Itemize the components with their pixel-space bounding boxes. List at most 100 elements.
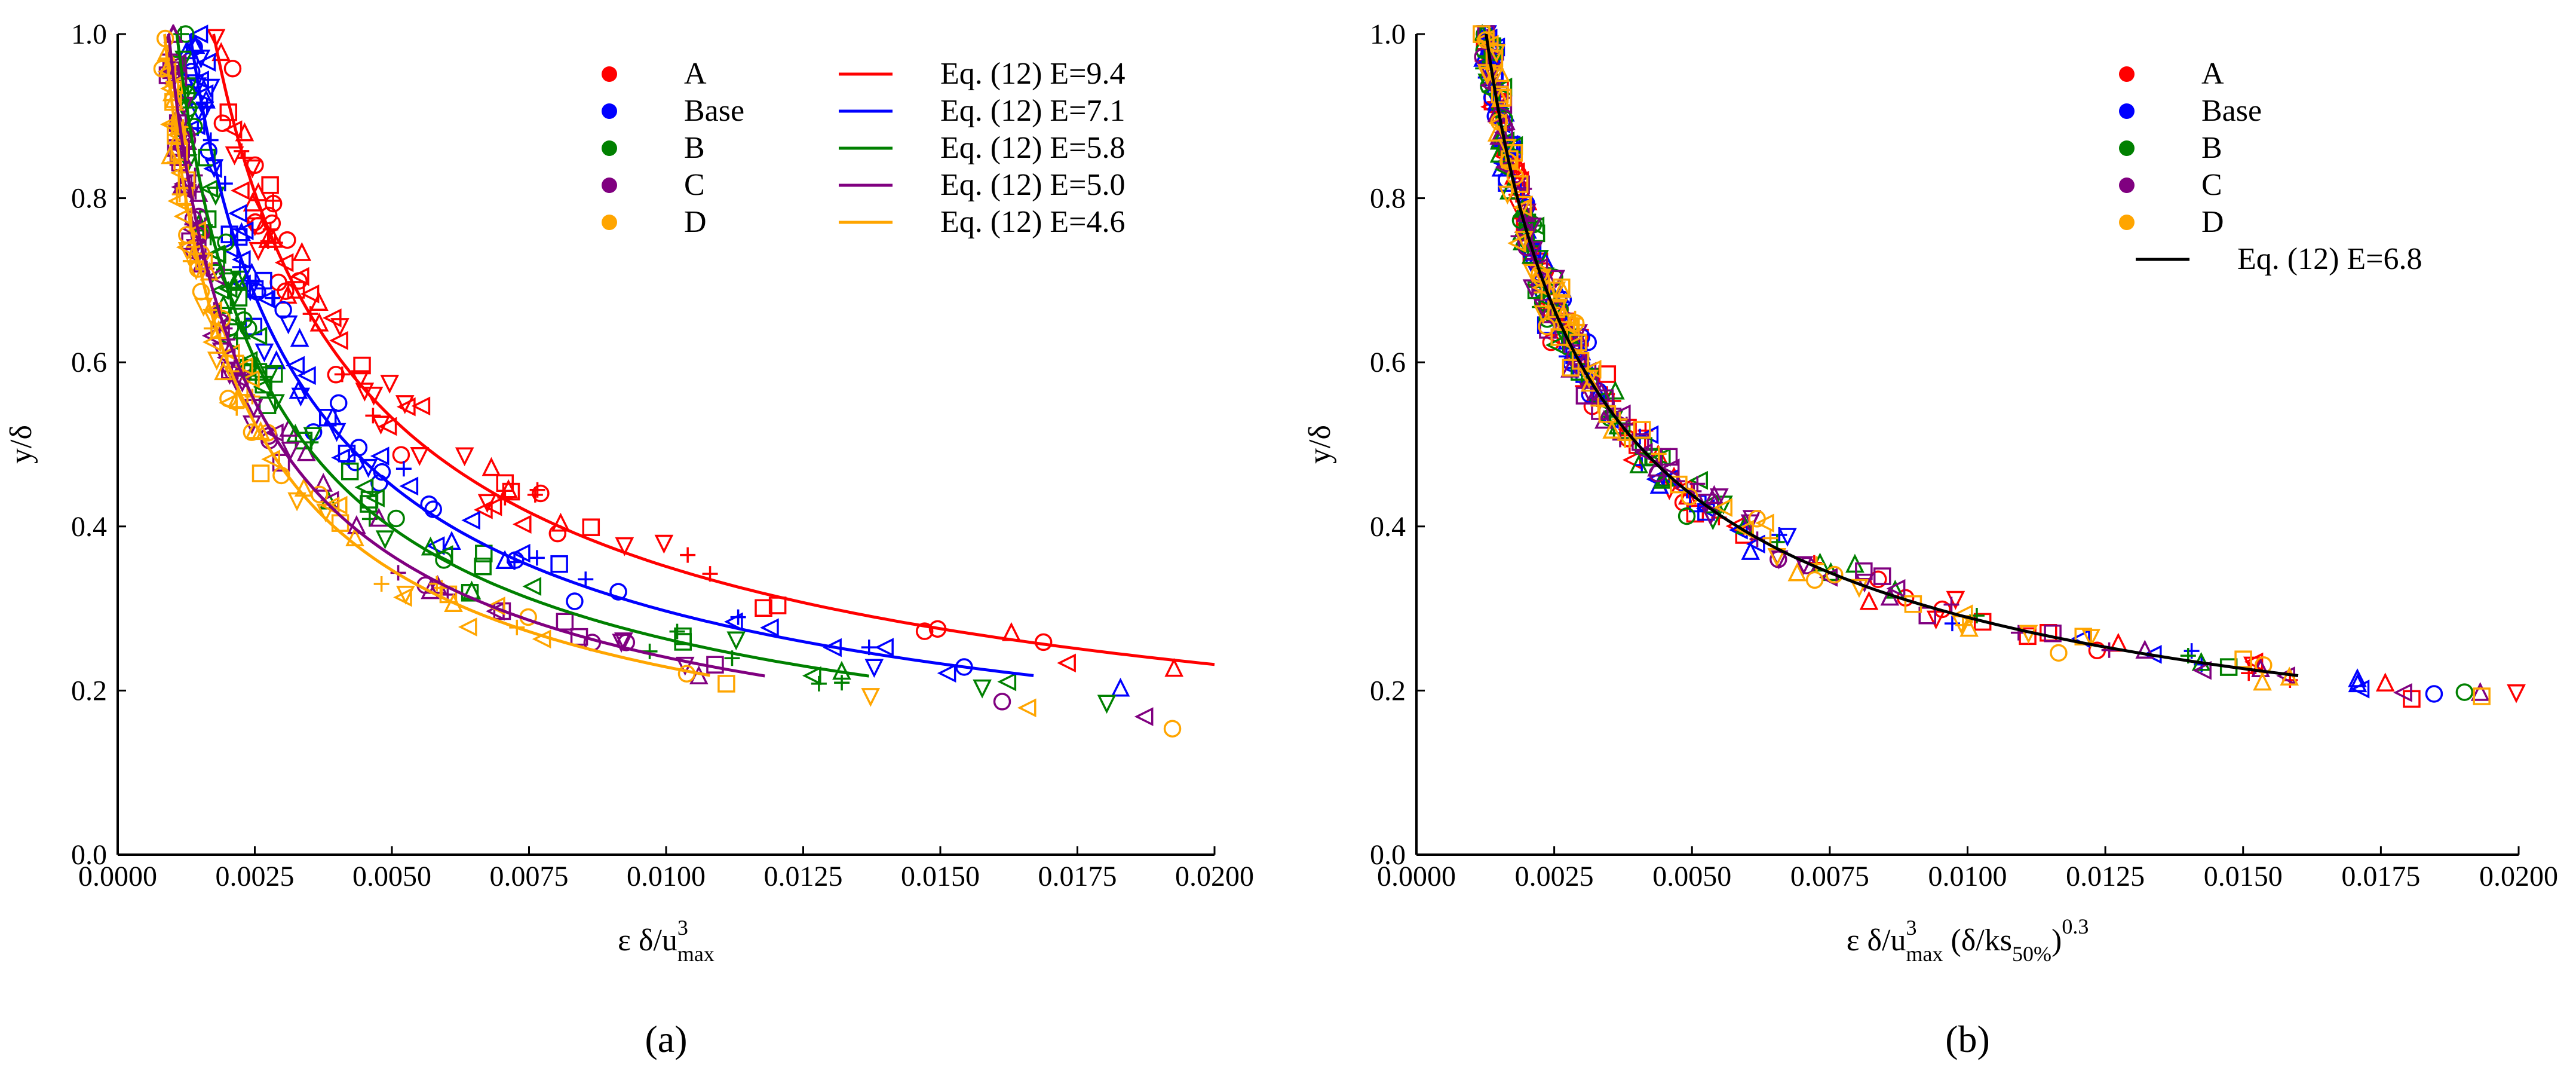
data-point (434, 545, 453, 564)
data-point (256, 289, 276, 309)
data-point (370, 446, 390, 466)
data-point (861, 688, 881, 707)
data-point (2081, 629, 2100, 648)
data-point (252, 464, 270, 482)
data-point (2348, 668, 2367, 687)
data-point (281, 442, 300, 461)
data-point (1513, 198, 1532, 217)
data-point (223, 59, 242, 78)
data-point (1660, 448, 1678, 466)
data-point (194, 84, 214, 103)
x-tick-label: 0.0025 (216, 861, 295, 892)
data-point (206, 29, 226, 48)
data-point (261, 176, 279, 194)
data-point (1762, 530, 1778, 546)
data-point (1580, 369, 1599, 389)
x-tick-label: 0.0200 (1175, 861, 1254, 892)
x-tick-label: 0.0050 (1652, 861, 1731, 892)
data-point (1741, 541, 1761, 560)
y-axis-label: y/δ (1303, 425, 1337, 464)
y-tick-label: 0.0 (1370, 839, 1406, 871)
data-point (254, 343, 274, 363)
x-label-sup2: 0.3 (2062, 914, 2089, 938)
x-label-sup: 3 (677, 916, 688, 940)
data-point (1538, 317, 1556, 335)
data-point (226, 372, 246, 391)
legend-label: B (684, 131, 705, 165)
data-point (349, 439, 368, 457)
data-point (1477, 31, 1495, 49)
data-point (1859, 591, 1879, 610)
legend-marker (2119, 215, 2135, 230)
fit-line-4 (163, 33, 710, 677)
data-point (297, 366, 316, 386)
legend-label: A (684, 57, 707, 91)
series-b (1473, 24, 2474, 701)
data-point (1493, 77, 1513, 97)
data-point (167, 53, 187, 73)
data-point (1163, 720, 1182, 738)
x-tick-label: 0.0050 (352, 861, 431, 892)
data-point (2019, 627, 2037, 645)
data-point (1755, 513, 1774, 533)
data-point (1491, 85, 1509, 103)
data-point (207, 351, 226, 371)
data-point (1778, 528, 1797, 547)
data-point (496, 474, 514, 492)
x-tick-label: 0.0075 (1790, 861, 1869, 892)
data-point (195, 101, 214, 121)
x-label-sub: max (1906, 942, 1943, 966)
data-point (314, 473, 333, 492)
legend-label: Eq. (12) E=9.4 (940, 57, 1126, 91)
data-point (512, 515, 532, 534)
data-point (278, 231, 296, 249)
data-point (287, 492, 306, 512)
data-point (330, 394, 348, 412)
data-point (522, 577, 542, 596)
data-point (495, 550, 514, 570)
data-point (292, 242, 312, 261)
data-point (214, 295, 233, 314)
data-point (178, 226, 196, 244)
series-a (1474, 32, 2526, 708)
data-point (1713, 498, 1732, 517)
data-point (373, 576, 390, 592)
data-point (206, 186, 225, 206)
data-point (327, 366, 345, 384)
data-point (680, 547, 696, 563)
data-point (566, 592, 584, 610)
legend-label: C (684, 168, 705, 202)
data-point (474, 500, 493, 519)
chart-panel-a: 0.0000 0.0025 0.0050 0.0075 0.0100 0.0125 0.01… (4, 19, 1254, 1060)
data-point (937, 663, 956, 683)
data-point (1787, 562, 1807, 582)
data-point (1709, 488, 1729, 507)
data-point (190, 71, 209, 90)
data-point (1553, 279, 1572, 298)
data-point (1590, 397, 1606, 414)
data-point (1566, 314, 1585, 332)
data-point (1571, 352, 1590, 370)
data-point (1486, 44, 1506, 63)
x-tick-label: 0.0100 (1928, 861, 2007, 892)
data-point (1611, 404, 1631, 424)
data-point (395, 395, 415, 414)
y-tick-label: 0.8 (71, 183, 107, 215)
legend-label: B (2201, 131, 2222, 165)
data-point (177, 40, 197, 60)
data-point (353, 356, 371, 375)
fit-line-3 (167, 34, 765, 678)
data-point (1491, 63, 1510, 82)
data-point (1959, 617, 1979, 637)
data-point (1629, 454, 1648, 473)
data-point (327, 423, 346, 442)
y-tick-label: 0.2 (1370, 675, 1406, 706)
data-point (615, 537, 634, 556)
data-point (1017, 698, 1036, 718)
data-point (2192, 660, 2212, 680)
legend-label: Eq. (12) E=4.6 (940, 205, 1126, 239)
data-point (241, 369, 260, 388)
y-tick-label: 1.0 (1370, 19, 1406, 50)
data-point (291, 387, 311, 407)
